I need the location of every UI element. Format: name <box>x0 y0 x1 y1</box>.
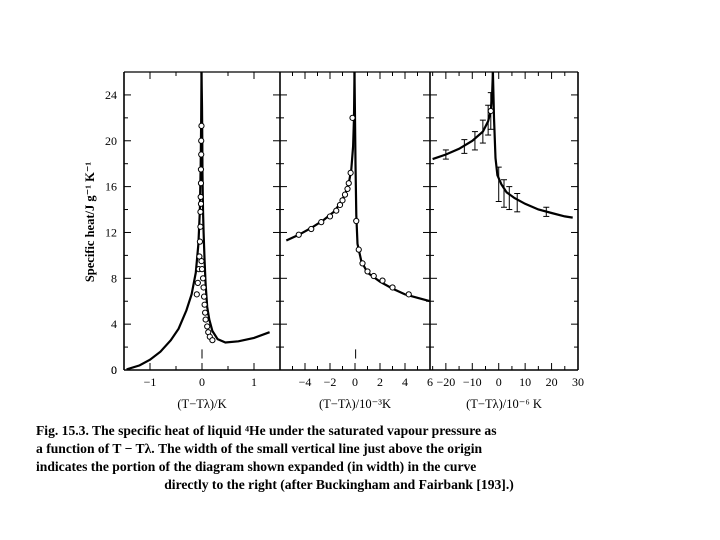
curve-below-transition <box>126 71 203 371</box>
data-point <box>318 219 325 226</box>
data-point <box>345 180 352 187</box>
data-point <box>336 201 344 209</box>
x-tick-label: −20 <box>436 375 455 389</box>
data-point <box>209 337 216 344</box>
curve-above-transition <box>353 71 431 303</box>
data-point <box>333 207 340 214</box>
panel-3: −20 −10 0 10 20 30 (T−Tλ)/10⁻⁶ K <box>430 71 584 411</box>
x-tick-label: 2 <box>377 375 383 389</box>
y-tick-label: 0 <box>111 363 117 377</box>
data-point <box>405 291 412 298</box>
data-point <box>197 166 205 173</box>
curve-above-transition <box>491 71 573 219</box>
data-point <box>359 260 366 267</box>
caption-line-3: indicates the portion of the diagram sho… <box>36 459 477 474</box>
x-axis-label: (T−Tλ)/10⁻³K <box>319 397 391 411</box>
data-point <box>198 122 205 129</box>
x-axis-label: (T−Tλ)/10⁻⁶ K <box>466 397 542 411</box>
x-tick-label: 6 <box>427 375 433 389</box>
x-tick-label: 0 <box>496 375 502 389</box>
y-tick-label: 4 <box>111 317 117 331</box>
data-point <box>353 217 360 225</box>
x-tick-label: 10 <box>519 375 531 389</box>
data-point <box>308 225 315 233</box>
x-axis-label: (T−Tλ)/K <box>177 397 226 411</box>
x-tick-label: −1 <box>144 375 157 389</box>
data-point <box>198 266 206 273</box>
panel-2: −4 −2 0 2 4 6 (T−Tλ)/10⁻³K <box>280 71 433 411</box>
data-point <box>197 223 204 230</box>
data-point <box>355 246 362 253</box>
caption-line-2: a function of T − Tλ. The width of the s… <box>36 441 483 456</box>
data-point <box>200 284 207 291</box>
data-point <box>198 151 205 158</box>
data-point <box>199 275 207 282</box>
x-tick-label: 1 <box>251 375 257 389</box>
x-tick-label: −4 <box>299 375 312 389</box>
y-tick-label: 8 <box>111 271 117 285</box>
data-point <box>202 309 209 316</box>
caption-line-4: directly to the right (after Buckingham … <box>164 477 514 492</box>
curve-below-transition <box>432 71 494 161</box>
data-point <box>341 191 349 198</box>
x-tick-label: 4 <box>402 375 408 389</box>
data-point <box>197 180 205 187</box>
data-point <box>389 284 396 291</box>
data-point <box>487 107 494 115</box>
data-point <box>349 114 356 121</box>
y-axis-label: Specific heat/J g⁻¹ K⁻¹ <box>83 162 97 283</box>
x-tick-label: 0 <box>199 375 205 389</box>
data-point <box>197 208 204 215</box>
x-tick-label: 20 <box>546 375 558 389</box>
data-point <box>339 197 346 204</box>
x-tick-label: 0 <box>352 375 358 389</box>
data-point <box>379 277 386 284</box>
y-tick-label: 16 <box>105 180 117 194</box>
data-point <box>201 301 208 308</box>
data-point <box>202 316 209 323</box>
y-tick-label: 24 <box>105 88 117 102</box>
data-point <box>204 323 211 330</box>
data-point <box>194 279 201 286</box>
data-point <box>198 137 205 144</box>
data-point <box>347 169 354 176</box>
figure-caption: Fig. 15.3. The specific heat of liquid ⁴… <box>36 422 642 494</box>
data-point <box>196 238 204 245</box>
curve-below-transition <box>285 71 356 242</box>
x-tick-label: 30 <box>572 375 584 389</box>
data-point <box>370 272 377 280</box>
curve-above-transition <box>200 71 270 344</box>
data-point <box>326 213 334 220</box>
y-tick-label: 0 <box>111 363 117 377</box>
y-tick-label: 20 <box>105 134 117 148</box>
data-point <box>193 291 200 298</box>
data-point <box>295 231 302 238</box>
x-tick-label: −10 <box>463 375 482 389</box>
data-point <box>197 200 205 207</box>
x-tick-label: −2 <box>324 375 337 389</box>
data-point <box>200 293 208 300</box>
data-point <box>198 258 205 265</box>
y-tick-label: 12 <box>105 225 117 239</box>
data-point <box>344 185 351 193</box>
data-point <box>197 193 204 201</box>
caption-line-1: Fig. 15.3. The specific heat of liquid ⁴… <box>36 423 497 438</box>
data-point <box>364 268 371 275</box>
